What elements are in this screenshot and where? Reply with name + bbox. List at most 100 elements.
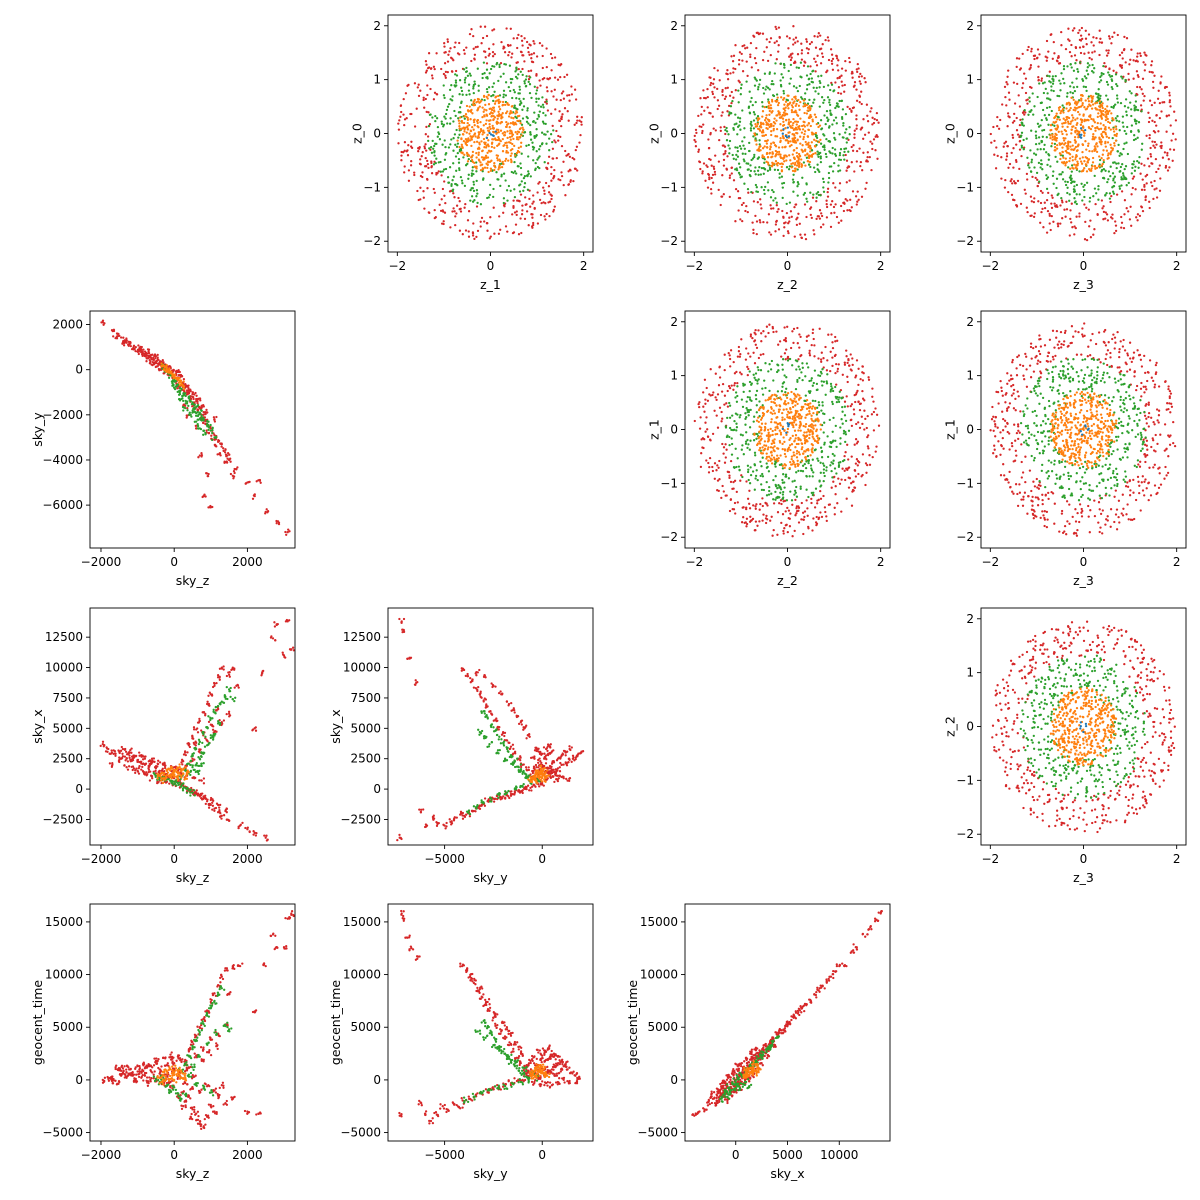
scatter-point xyxy=(1091,51,1094,54)
scatter-point xyxy=(753,113,756,116)
scatter-point xyxy=(444,153,447,156)
scatter-point xyxy=(187,404,190,408)
scatter-point xyxy=(748,90,751,93)
scatter-point xyxy=(476,201,479,205)
scatter-point xyxy=(853,133,856,136)
scatter-point xyxy=(1036,48,1040,51)
scatter-point xyxy=(1131,166,1134,170)
scatter-point xyxy=(753,134,757,137)
scatter-point xyxy=(423,165,427,168)
scatter-point xyxy=(1071,180,1075,183)
scatter-point xyxy=(1053,146,1057,149)
scatter-point xyxy=(711,115,714,118)
scatter-point xyxy=(1064,162,1067,165)
scatter-point xyxy=(1085,77,1088,80)
scatter-point xyxy=(454,69,458,73)
scatter-point xyxy=(559,75,562,79)
scatter-point xyxy=(529,133,532,136)
scatter-point xyxy=(738,117,742,120)
scatter-point xyxy=(852,85,856,88)
scatter-point xyxy=(1111,136,1114,140)
scatter-point xyxy=(1051,82,1055,85)
scatter-point xyxy=(530,60,534,63)
scatter-point xyxy=(578,141,581,144)
scatter-point xyxy=(1028,68,1031,71)
scatter-point xyxy=(492,206,495,209)
scatter-point xyxy=(819,34,822,37)
scatter-point xyxy=(1125,114,1128,117)
scatter-point xyxy=(512,199,515,202)
scatter-point xyxy=(1105,149,1109,152)
scatter-point xyxy=(443,45,446,48)
scatter-point xyxy=(1027,164,1030,167)
scatter-point xyxy=(769,204,772,207)
scatter-point xyxy=(473,58,476,61)
scatter-point xyxy=(524,203,527,206)
scatter-point xyxy=(723,97,727,101)
scatter-point xyxy=(756,117,760,120)
scatter-point xyxy=(530,96,533,100)
scatter-point xyxy=(792,25,795,28)
scatter-point xyxy=(427,52,431,55)
scatter-point xyxy=(850,161,853,164)
scatter-point xyxy=(1134,137,1137,141)
scatter-point xyxy=(774,230,777,233)
scatter-point xyxy=(1083,52,1086,55)
scatter-point xyxy=(702,96,706,100)
scatter-point xyxy=(1057,192,1060,195)
scatter-point xyxy=(436,135,439,138)
scatter-point xyxy=(800,49,804,52)
scatter-point xyxy=(421,171,424,174)
scatter-point xyxy=(437,170,440,173)
series-3 xyxy=(485,130,497,140)
scatter-point xyxy=(471,234,475,237)
scatter-point xyxy=(720,114,723,117)
scatter-point xyxy=(721,88,724,92)
scatter-point xyxy=(579,133,582,137)
scatter-point xyxy=(1029,149,1032,152)
scatter-point xyxy=(1110,105,1113,109)
scatter-point xyxy=(817,140,821,144)
scatter-point xyxy=(814,145,817,148)
scatter-point xyxy=(1061,125,1064,128)
x-tick-label: −2 xyxy=(685,259,703,273)
scatter-point xyxy=(1119,65,1122,68)
scatter-point xyxy=(569,180,572,183)
scatter-point xyxy=(739,128,742,131)
scatter-point xyxy=(535,97,538,100)
scatter-point xyxy=(491,50,495,54)
scatter-point xyxy=(837,69,840,72)
scatter-point xyxy=(563,107,567,110)
scatter-point xyxy=(520,231,523,235)
scatter-point xyxy=(1100,199,1104,202)
scatter-point xyxy=(798,155,802,158)
scatter-point xyxy=(733,381,737,385)
scatter-point xyxy=(498,63,501,66)
scatter-point xyxy=(1115,128,1118,131)
scatter-point xyxy=(855,149,859,153)
scatter-point xyxy=(1066,186,1069,189)
scatter-point xyxy=(1007,69,1010,72)
scatter-point xyxy=(723,368,726,372)
scatter-point xyxy=(142,348,145,351)
scatter-point xyxy=(726,86,729,89)
scatter-point xyxy=(499,100,502,103)
scatter-point xyxy=(794,169,797,173)
scatter-point xyxy=(161,359,164,362)
scatter-point xyxy=(1070,120,1073,123)
scatter-point xyxy=(499,75,502,78)
scatter-point xyxy=(524,85,528,88)
scatter-point xyxy=(509,122,513,125)
scatter-point xyxy=(1071,81,1074,84)
scatter-point xyxy=(791,169,795,173)
scatter-point xyxy=(1026,156,1029,159)
scatter-point xyxy=(701,170,704,173)
scatter-point xyxy=(726,78,730,81)
scatter-point xyxy=(180,375,184,378)
scatter-point xyxy=(820,212,823,215)
scatter-point xyxy=(503,134,507,137)
scatter-point xyxy=(485,68,489,71)
scatter-point xyxy=(187,391,191,394)
scatter-point xyxy=(761,129,765,132)
scatter-point xyxy=(1106,117,1109,121)
